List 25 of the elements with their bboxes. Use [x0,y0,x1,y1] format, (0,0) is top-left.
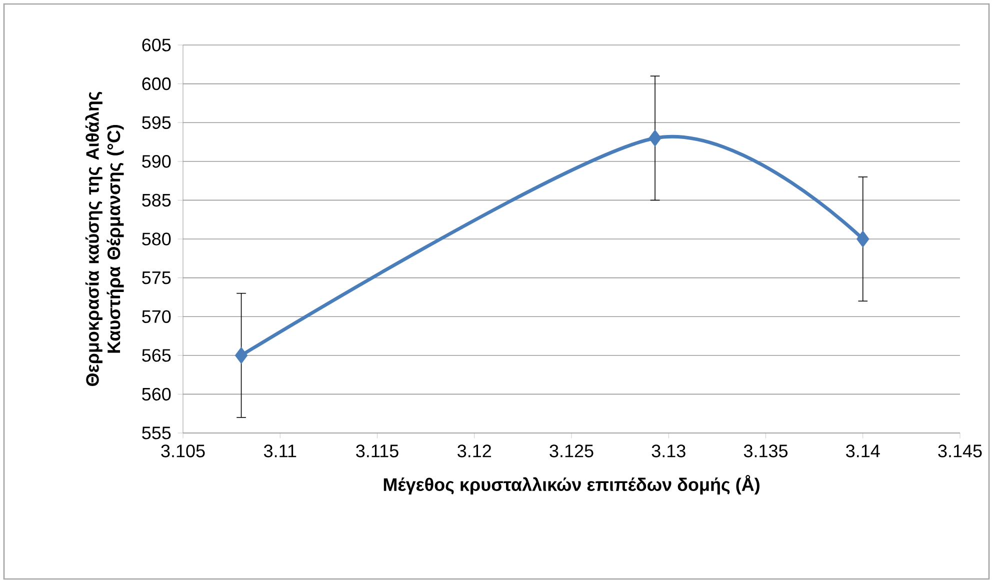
y-tick-label: 560 [142,388,171,401]
y-axis-title: Θερμοκρασία καύσης της Αιθάλης Καυστήρα Θέρμανσης (°C) [85,92,124,386]
x-tick-label: 3.145 [938,444,982,458]
point [856,230,870,248]
x-tick-label: 3.125 [550,444,594,458]
x-tick-label: 3.115 [356,444,398,458]
x-tick-label: 3.135 [744,444,788,458]
y-tick-label: 590 [142,155,171,168]
y-tick-label: 600 [142,77,171,90]
x-tick-label: 3.105 [161,444,205,458]
point [648,130,662,146]
y-tick-label: 580 [142,232,171,246]
x-tick-label: 3.13 [652,444,686,458]
x-tick-label: 3.11 [264,444,296,458]
y-tick-label: 595 [142,116,171,129]
y-tick-label: 555 [142,426,171,440]
y-tick-label: 570 [142,310,171,323]
point [234,347,248,364]
x-tick-label: 3.12 [458,444,491,458]
x-axis-title: Μέγεθος κρυσταλλικών επιπέδων δομής (Å) [384,474,760,495]
y-tick-label: 585 [142,194,171,207]
y-tick-label: 575 [142,272,171,284]
y-tick-label: 565 [142,349,171,362]
x-tick-label: 3.14 [846,444,880,458]
y-tick-label: 605 [142,38,171,52]
